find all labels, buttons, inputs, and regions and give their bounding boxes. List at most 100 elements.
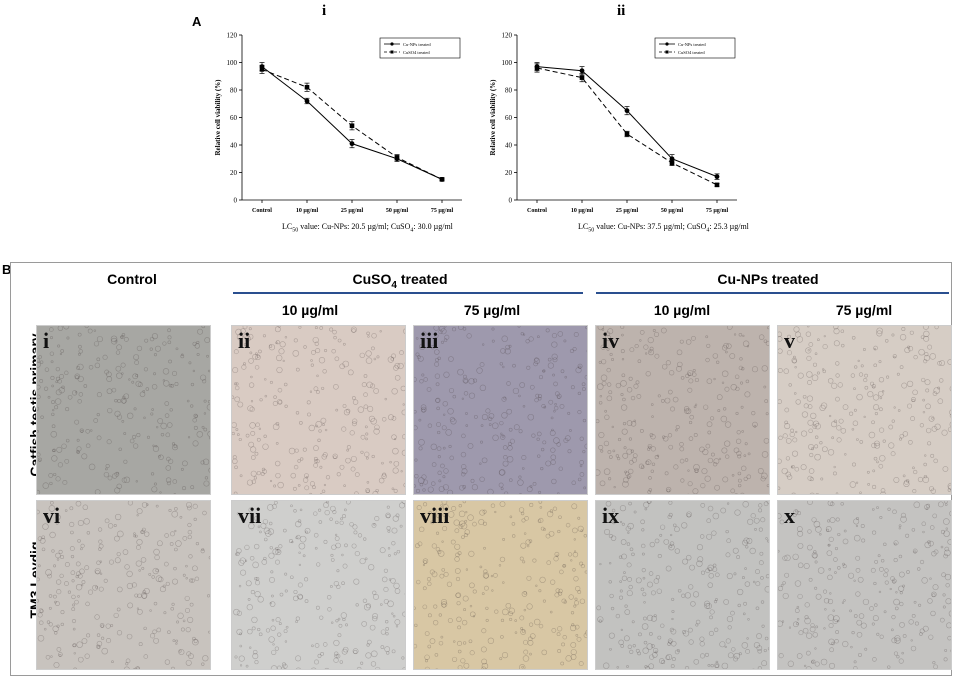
legend-label: CuSO4 treated: [403, 50, 430, 55]
micrograph-texture: [37, 501, 210, 669]
micrograph-label: x: [784, 503, 795, 528]
micrograph-ix: ix: [595, 500, 770, 670]
micrograph-iii: iii: [413, 325, 588, 495]
header-cunps-75: 75 µg/ml: [835, 302, 893, 318]
y-tick-label: 100: [227, 59, 238, 67]
y-tick-label: 40: [230, 142, 238, 150]
y-tick-label: 100: [502, 59, 513, 67]
data-point-square: [304, 84, 310, 90]
header-cuso4-75: 75 µg/ml: [463, 302, 521, 318]
legend-box: [379, 37, 461, 59]
x-tick-label: Control: [527, 208, 547, 214]
data-point-square: [624, 131, 630, 137]
header-cunps-treated: Cu-NPs treated: [717, 271, 819, 287]
x-tick-label: 75 µg/ml: [431, 208, 454, 214]
micrograph-texture: [233, 501, 405, 669]
micrograph-label: viii: [420, 503, 450, 528]
header-cuso4-treated: CuSO4 treated: [352, 271, 448, 291]
x-tick-label: 10 µg/ml: [571, 208, 594, 214]
micrograph-x: x: [777, 500, 952, 670]
micrograph-texture: [778, 501, 951, 669]
micrograph-label: ii: [238, 328, 251, 353]
micrograph-texture: [596, 326, 769, 494]
legend-marker: [665, 42, 669, 46]
micrograph-vii: vii: [231, 500, 406, 670]
chart-i: 0 20 40 60 80 100 120 Control 10 µg/ml 25 µg/ml 50…: [214, 32, 462, 214]
panel-b-label: B: [2, 262, 12, 277]
legend-box: [654, 37, 736, 59]
data-point-circle: [714, 174, 720, 180]
micrograph-label: vi: [43, 503, 61, 528]
y-tick-label: 20: [505, 169, 513, 177]
y-tick-label: 60: [505, 114, 513, 122]
micrograph-label: iv: [602, 328, 620, 353]
data-point-square: [439, 177, 445, 182]
y-tick-label: 20: [230, 169, 238, 177]
micrograph-i: i: [36, 325, 211, 495]
x-tick-label: 25 µg/ml: [341, 208, 364, 214]
lc50-caption-ii: LC50 value: Cu-NPs: 37.5 µg/ml; CuSO4: 2…: [578, 222, 749, 234]
panel-a-label: A: [192, 14, 202, 29]
micrograph-viii: viii: [413, 500, 588, 670]
legend-marker: [665, 50, 669, 54]
y-tick-label: 0: [509, 197, 513, 205]
cuso4-underline: [233, 292, 583, 294]
series-line-0: [536, 66, 718, 178]
lc50-caption-i: LC50 value: Cu-NPs: 20.5 µg/ml; CuSO4: 3…: [282, 222, 453, 234]
data-point-square: [349, 123, 355, 129]
y-tick-label: 80: [230, 87, 238, 95]
micrograph-label: ix: [602, 503, 620, 528]
data-point-square: [669, 160, 675, 166]
data-point-square: [534, 65, 540, 71]
legend-label: Cu-NPs treated: [403, 42, 431, 47]
data-point-circle: [349, 141, 355, 147]
micrograph-texture: [414, 501, 587, 669]
micrograph-iv: iv: [595, 325, 770, 495]
micrograph-label: vii: [238, 503, 262, 528]
x-tick-label: 10 µg/ml: [296, 208, 319, 214]
micrograph-vi: vi: [36, 500, 211, 670]
micrograph-label: iii: [420, 328, 439, 353]
data-point-square: [714, 182, 720, 188]
x-tick-label: 50 µg/ml: [386, 208, 409, 214]
micrograph-label: v: [784, 328, 795, 353]
legend-marker: [390, 42, 394, 46]
cunps-underline: [596, 292, 949, 294]
x-tick-label: Control: [252, 208, 272, 214]
micrograph-v: v: [777, 325, 952, 495]
micrograph-texture: [37, 326, 210, 494]
x-tick-label: 50 µg/ml: [661, 208, 684, 214]
micrograph-texture: [778, 326, 951, 494]
header-cunps-10: 10 µg/ml: [653, 302, 711, 318]
header-cuso4-10: 10 µg/ml: [281, 302, 339, 318]
x-tick-label: 75 µg/ml: [706, 208, 729, 214]
micrograph-texture: [596, 501, 769, 669]
data-point-square: [259, 67, 265, 72]
y-tick-label: 40: [505, 142, 513, 150]
micrograph-label: i: [43, 328, 50, 353]
legend-label: CuSO4 treated: [678, 50, 705, 55]
data-point-square: [579, 75, 585, 80]
series-line-1: [536, 67, 718, 186]
data-point-circle: [579, 68, 585, 74]
y-tick-label: 120: [227, 32, 238, 40]
micrograph-ii: ii: [231, 325, 406, 495]
legend-marker: [390, 50, 394, 54]
y-tick-label: 60: [230, 114, 238, 122]
x-tick-label: 25 µg/ml: [616, 208, 639, 214]
data-point-circle: [624, 108, 630, 114]
chart-ii: 0 20 40 60 80 100 120 Control 10 µg/ml 25 µg/ml 50…: [489, 32, 737, 214]
data-point-circle: [304, 98, 310, 104]
header-control: Control: [107, 271, 157, 287]
chart-i-title: i: [322, 3, 327, 19]
micrograph-texture: [414, 326, 587, 494]
y-tick-label: 80: [505, 87, 513, 95]
y-tick-label: 120: [502, 32, 513, 40]
data-point-square: [394, 155, 400, 160]
y-axis-label: Relative cell viability (%): [214, 79, 222, 156]
chart-ii-title: ii: [617, 3, 626, 19]
legend-label: Cu-NPs treated: [678, 42, 706, 47]
y-tick-label: 0: [234, 197, 238, 205]
micrograph-texture: [232, 326, 405, 494]
y-axis-label: Relative cell viability (%): [489, 79, 497, 156]
